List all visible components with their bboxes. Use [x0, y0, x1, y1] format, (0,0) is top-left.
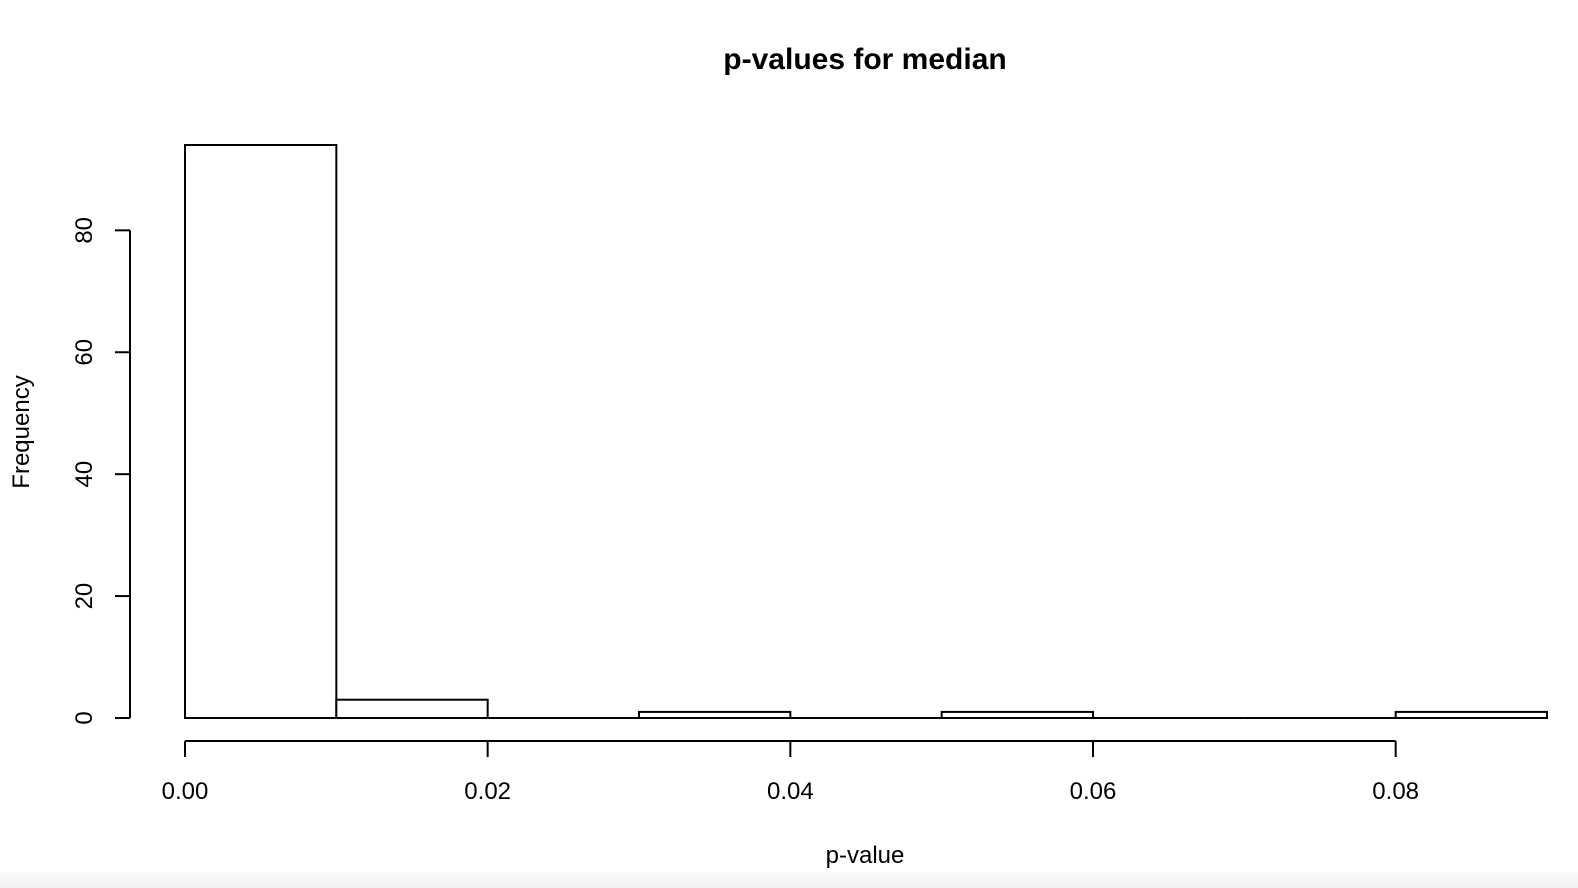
- histogram-bar-6: [940, 710, 1095, 719]
- histogram-bar-2: [335, 698, 489, 720]
- y-tick-label-60: 60: [71, 339, 98, 366]
- x-tick-label-0.00: 0.00: [162, 778, 209, 805]
- x-tick-label-0.04: 0.04: [767, 778, 814, 805]
- window-footer-strip: [0, 872, 1578, 888]
- x-tick-label-0.06: 0.06: [1070, 778, 1117, 805]
- x-tick-label-0.02: 0.02: [464, 778, 511, 805]
- y-axis-label: Frequency: [8, 375, 35, 488]
- x-tick-label-0.08: 0.08: [1372, 778, 1419, 805]
- histogram-bar-4: [638, 710, 792, 719]
- y-tick-label-0: 0: [71, 711, 98, 724]
- y-tick-label-80: 80: [71, 217, 98, 244]
- x-axis-label: p-value: [826, 842, 905, 869]
- x-axis-ticks: 0.00 0.02 0.04 0.06 0.08: [162, 741, 1419, 805]
- histogram-bar-1: [184, 144, 338, 719]
- y-tick-label-20: 20: [71, 583, 98, 610]
- y-axis-ticks: 0 20 40 60 80: [71, 217, 130, 725]
- chart-title: p-values for median: [723, 43, 1006, 76]
- histogram-bars: [184, 144, 1548, 720]
- histogram-bar-9: [1394, 710, 1548, 719]
- y-tick-label-40: 40: [71, 461, 98, 488]
